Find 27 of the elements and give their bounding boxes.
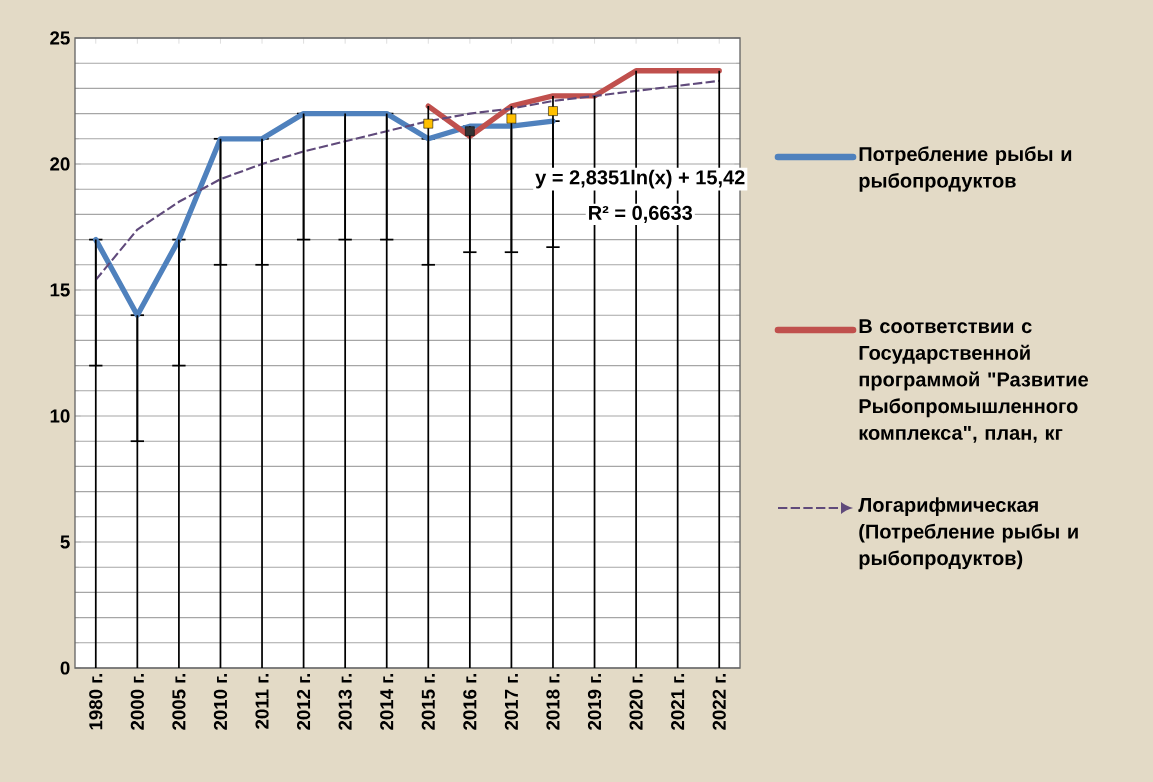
x-tick-label: 2000 г. <box>130 673 144 730</box>
x-tick-label: 2011 г. <box>255 673 269 729</box>
x-tick-label: 2012 г. <box>296 673 311 730</box>
x-tick-label: 2014 г. <box>380 673 394 730</box>
annotation: y = 2,8351ln(x) + 15,42 <box>535 169 745 189</box>
y-tick-label: 25 <box>50 31 70 45</box>
x-tick-label: 2018 г. <box>546 673 560 730</box>
x-tick-label: 2020 г. <box>629 673 643 730</box>
legend-label: В соответствии с Государственной программой "Развитие Рыбопромышленного комплекса", план, кг <box>859 319 1088 443</box>
y-tick-label: 5 <box>60 535 70 549</box>
y-tick-label: 10 <box>50 409 70 423</box>
x-tick-label: 2005 г. <box>172 673 186 730</box>
x-tick-label: 2010 г. <box>213 673 228 730</box>
legend-label: Логарифмическая (Потребление рыбы и рыбопродуктов) <box>858 497 1078 570</box>
y-tick-label: 0 <box>60 661 70 675</box>
annotation: R² = 0,6633 <box>589 205 693 223</box>
x-tick-label: 2016 г. <box>463 673 477 730</box>
x-tick-label: 2021 г. <box>671 673 685 730</box>
x-tick-label: 2013 г. <box>338 673 352 730</box>
x-tick-label: 2015 г. <box>421 673 435 730</box>
x-tick-label: 2022 г. <box>712 673 726 730</box>
y-tick-label: 20 <box>50 157 70 171</box>
legend-label: Потребление рыбы и рыбопродуктов <box>859 146 1072 192</box>
x-tick-label: 2017 г. <box>504 673 519 730</box>
x-tick-label: 2019 г. <box>587 673 602 730</box>
x-tick-label: 1980 г. <box>89 673 103 730</box>
y-tick-label: 15 <box>50 283 70 297</box>
